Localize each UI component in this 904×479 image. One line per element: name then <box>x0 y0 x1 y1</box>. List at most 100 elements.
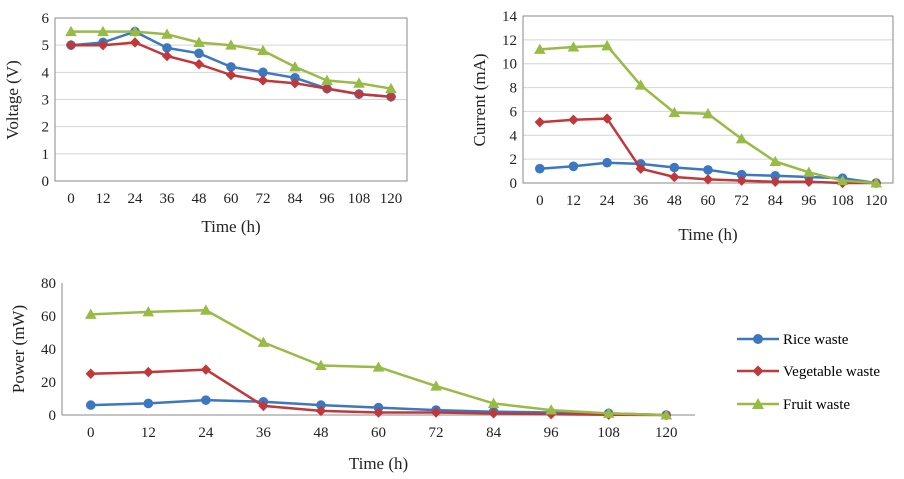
data-point-vegetable <box>635 163 646 174</box>
y-tick-label: 80 <box>41 276 56 292</box>
data-point-rice <box>290 72 300 83</box>
data-point-rice <box>194 48 204 59</box>
data-point-vegetable <box>193 58 205 70</box>
data-point-vegetable <box>353 88 365 100</box>
x-tick-label: 96 <box>320 191 336 207</box>
series-fruit <box>534 40 882 188</box>
data-point-fruit <box>353 77 365 88</box>
data-point-rice <box>736 169 747 180</box>
data-point-fruit <box>487 397 500 408</box>
y-tick-label: 3 <box>42 93 50 109</box>
y-tick-label: 5 <box>42 38 50 54</box>
data-point-vegetable <box>257 75 269 86</box>
data-point-fruit <box>870 177 882 188</box>
y-axis-title: Voltage (V) <box>3 60 22 139</box>
x-tick-label: 72 <box>429 425 444 441</box>
data-point-vegetable <box>803 176 815 188</box>
data-point-fruit <box>803 166 815 177</box>
x-tick-label: 120 <box>380 191 403 207</box>
series-rice <box>66 26 396 102</box>
data-point-fruit <box>129 25 141 37</box>
data-point-vegetable <box>200 364 212 375</box>
data-point-vegetable <box>488 408 499 419</box>
y-tick-label: 10 <box>502 57 517 73</box>
data-point-fruit <box>142 306 155 317</box>
data-point-fruit <box>321 74 333 85</box>
data-point-rice <box>226 62 236 72</box>
data-point-fruit <box>735 133 748 144</box>
x-tick-label: 24 <box>600 193 616 209</box>
y-tick-label: 40 <box>41 342 56 358</box>
series-fruit <box>65 25 397 94</box>
x-tick-label: 108 <box>597 425 620 441</box>
x-tick-label: 60 <box>371 425 386 441</box>
y-tick-label: 4 <box>510 128 518 144</box>
data-point-rice <box>770 171 781 181</box>
data-point-vegetable <box>430 407 442 418</box>
y-tick-label: 1 <box>42 147 50 163</box>
x-tick-label: 36 <box>160 191 176 207</box>
x-tick-label: 12 <box>96 191 111 207</box>
data-point-vegetable <box>97 39 109 51</box>
data-point-rice <box>602 157 612 168</box>
data-point-vegetable <box>258 400 269 412</box>
legend-label-fruit: Fruit waste <box>783 397 850 413</box>
data-point-vegetable <box>161 50 173 62</box>
x-tick-label: 60 <box>701 193 716 209</box>
data-point-rice <box>162 43 172 53</box>
data-point-fruit <box>161 28 173 39</box>
data-point-fruit <box>545 404 557 415</box>
data-point-fruit <box>200 304 212 315</box>
legend-label-rice: Rice waste <box>783 332 849 348</box>
x-tick-label: 72 <box>734 193 749 209</box>
legend-marker-vegetable <box>752 365 764 377</box>
data-point-fruit <box>193 36 205 47</box>
data-point-fruit <box>257 44 269 56</box>
data-point-vegetable <box>225 69 237 81</box>
x-tick-label: 36 <box>256 425 272 441</box>
x-tick-label: 120 <box>655 425 678 441</box>
data-point-fruit <box>836 174 849 186</box>
y-tick-label: 4 <box>42 65 50 81</box>
data-point-fruit <box>289 61 301 72</box>
x-tick-label: 72 <box>256 191 271 207</box>
data-point-vegetable <box>315 405 327 417</box>
y-tick-label: 2 <box>42 120 50 136</box>
data-point-rice <box>669 162 680 173</box>
x-tick-label: 108 <box>348 191 371 207</box>
x-tick-label: 12 <box>141 425 156 441</box>
y-tick-label: 6 <box>42 11 50 27</box>
data-point-vegetable <box>85 368 96 379</box>
y-tick-label: 20 <box>41 375 56 391</box>
data-point-fruit <box>702 108 714 119</box>
x-tick-label: 96 <box>544 425 560 441</box>
y-axis-title: Current (mA) <box>470 53 489 146</box>
data-point-rice <box>201 395 211 405</box>
data-point-vegetable <box>736 175 747 186</box>
data-point-vegetable <box>702 174 714 185</box>
data-point-fruit <box>567 41 580 52</box>
x-tick-label: 0 <box>536 193 544 209</box>
y-tick-label: 8 <box>510 81 518 97</box>
legend-item-fruit: Fruit waste <box>737 397 850 413</box>
data-point-fruit <box>430 380 442 391</box>
data-point-vegetable <box>669 171 680 183</box>
x-axis-title: Time (h) <box>678 225 737 244</box>
x-axis-title: Time (h) <box>349 454 408 473</box>
data-point-fruit <box>84 308 97 319</box>
series-fruit <box>84 304 673 420</box>
x-tick-label: 48 <box>667 193 682 209</box>
data-point-vegetable <box>65 39 77 51</box>
data-point-fruit <box>769 155 782 167</box>
data-point-vegetable <box>601 113 613 124</box>
y-tick-label: 2 <box>510 152 518 168</box>
data-point-fruit <box>385 82 397 94</box>
y-tick-label: 6 <box>510 104 518 120</box>
data-point-rice <box>85 400 96 410</box>
y-tick-label: 0 <box>49 408 57 424</box>
x-tick-label: 96 <box>801 193 817 209</box>
plot-frame <box>54 17 408 182</box>
data-point-vegetable <box>129 37 141 48</box>
plot-frame <box>522 15 894 184</box>
